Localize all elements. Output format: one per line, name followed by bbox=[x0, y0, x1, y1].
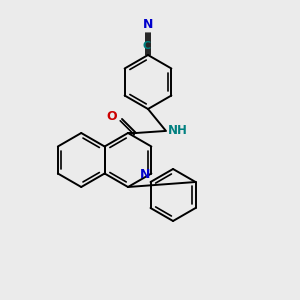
Text: O: O bbox=[106, 110, 117, 124]
Text: N: N bbox=[143, 18, 153, 31]
Text: NH: NH bbox=[168, 124, 188, 137]
Text: N: N bbox=[140, 168, 151, 181]
Text: C: C bbox=[143, 41, 151, 51]
